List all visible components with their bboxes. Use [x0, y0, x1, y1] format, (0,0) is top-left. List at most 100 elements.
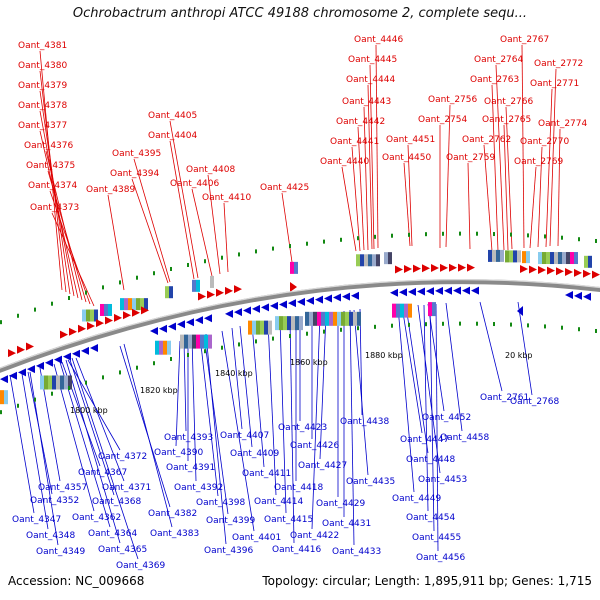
feature-block [86, 309, 90, 322]
gene-label: Oant_4456 [416, 553, 466, 563]
scale-label: 20 kbp [505, 351, 533, 360]
gene-arrow [315, 295, 323, 304]
feature-block [56, 375, 60, 390]
gene-label: Oant_4416 [272, 545, 322, 555]
label-line [123, 343, 173, 528]
tick-dot [272, 336, 274, 341]
gene-label: Oant_4405 [148, 111, 197, 121]
label-line [251, 323, 265, 468]
gene-label: Oant_4371 [102, 483, 151, 493]
label-line [231, 327, 243, 430]
gene-arrow [404, 265, 412, 274]
gene-label: Oant_2766 [484, 97, 534, 107]
tick-dot [493, 322, 495, 327]
gene-label: Oant_4375 [26, 161, 75, 171]
feature-block [268, 320, 272, 335]
feature-block [252, 320, 256, 335]
gene-arrow [234, 285, 242, 294]
gene-label: Oant_4450 [382, 153, 432, 163]
gene-label: Oant_4377 [18, 121, 67, 131]
tick-dot [68, 386, 70, 391]
gene-label: Oant_4449 [392, 494, 442, 504]
feature-block [44, 375, 48, 390]
gene-label: Oant_4447 [400, 435, 449, 445]
feature-block [317, 311, 321, 326]
label-line [401, 305, 423, 434]
gene-arrow [565, 291, 573, 300]
gene-arrow [26, 342, 34, 351]
tick-dot [357, 326, 359, 331]
gene-label: Oant_4438 [340, 417, 390, 427]
gene-arrow [288, 299, 296, 308]
label-line [405, 305, 429, 454]
tick-dot [578, 327, 580, 332]
gene-arrow [279, 300, 287, 309]
feature-block [294, 261, 298, 274]
feature-block [428, 302, 432, 317]
gene-arrow [177, 320, 185, 329]
feature-block [562, 252, 566, 265]
scale-label: 1840 kbp [215, 369, 253, 378]
gene-label: Oant_4409 [230, 449, 280, 459]
tick-dot [272, 246, 274, 251]
gene-arrow [69, 327, 77, 336]
tick-dot [357, 236, 359, 241]
feature-block [313, 311, 317, 326]
tick-dot [306, 331, 308, 336]
gene-arrow [565, 268, 573, 277]
tick-dot [238, 252, 240, 257]
gene-arrow [123, 311, 131, 320]
tick-dot [119, 280, 121, 285]
gene-label: Oant_2772 [534, 59, 583, 69]
label-line [491, 84, 499, 252]
gene-label: Oant_4389 [86, 185, 136, 195]
gene-label: Oant_4433 [332, 547, 381, 557]
gene-arrow [467, 263, 475, 272]
outer-tick-ring [0, 231, 597, 325]
tick-dot [17, 313, 19, 318]
feature-block [309, 311, 313, 326]
tick-dot [85, 290, 87, 295]
feature-block [165, 286, 169, 299]
gene-label: Oant_4418 [274, 483, 324, 493]
label-line [205, 333, 227, 545]
tick-dot [255, 249, 257, 254]
gene-label: Oant_4422 [290, 531, 339, 541]
label-line [47, 170, 87, 303]
gene-label: Oant_4369 [116, 561, 166, 571]
gene-arrow [431, 264, 439, 273]
gene-label: Oant_4429 [316, 499, 366, 509]
gene-label: Oant_4399 [206, 516, 256, 526]
tick-dot [34, 307, 36, 312]
label-line [71, 357, 139, 560]
label-line [353, 309, 369, 476]
tick-dot [238, 342, 240, 347]
feature-block [500, 249, 504, 262]
tick-dot [425, 322, 427, 327]
feature-block [432, 302, 436, 317]
gene-label: Oant_4415 [264, 515, 313, 525]
label-line [357, 126, 365, 251]
tick-dot [289, 334, 291, 339]
gene-arrow [440, 263, 448, 272]
gene-arrow [81, 346, 89, 355]
gene-label: Oant_4380 [18, 61, 68, 71]
feature-block [159, 340, 163, 355]
gene-label: Oant_4393 [164, 433, 213, 443]
backbone-highlight [0, 279, 600, 369]
gene-arrow [198, 292, 206, 301]
label-line [65, 359, 121, 544]
gene-arrow [261, 303, 269, 312]
label-line [557, 128, 561, 247]
accession-text: Accession: NC_009668 [8, 574, 145, 588]
gene-label: Oant_4372 [98, 452, 147, 462]
gene-arrow [207, 290, 215, 299]
tick-dot [459, 321, 461, 326]
feature-block [574, 252, 578, 265]
label-line [203, 334, 229, 515]
tick-dot [323, 239, 325, 244]
gene-label: Oant_4414 [254, 497, 304, 507]
label-line [279, 319, 287, 514]
feature-block [196, 334, 200, 349]
gene-label: Oant_4404 [148, 131, 198, 141]
